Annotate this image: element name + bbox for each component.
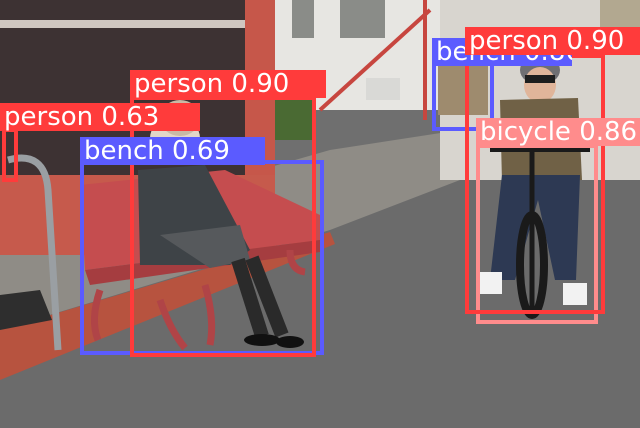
ac-unit xyxy=(366,78,400,100)
det-bench-left-label: bench 0.69 xyxy=(80,137,265,165)
stair-rail xyxy=(318,8,432,112)
right-door xyxy=(600,0,640,28)
hedge xyxy=(275,95,315,140)
det-person-center-box xyxy=(130,96,316,357)
det-person-right-box xyxy=(465,54,605,314)
det-person-left-label: person 0.63 xyxy=(0,103,200,131)
det-bicycle-box xyxy=(476,144,598,324)
window-2 xyxy=(340,0,385,38)
shop-shelf xyxy=(0,20,245,28)
boy-on-bicycle xyxy=(480,55,590,319)
distant-bench xyxy=(438,60,488,115)
det-bicycle-label: bicycle 0.86 xyxy=(476,118,640,146)
doormat xyxy=(0,290,52,330)
window-1 xyxy=(292,0,314,38)
det-person-right-label: person 0.90 xyxy=(465,27,640,55)
det-person-left-box xyxy=(2,128,18,182)
det-person-center-label: person 0.90 xyxy=(130,70,326,98)
